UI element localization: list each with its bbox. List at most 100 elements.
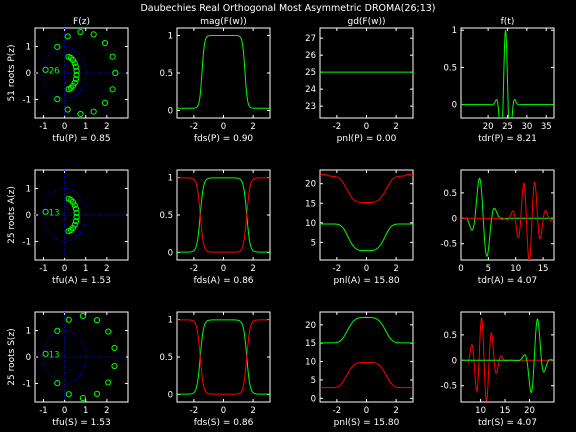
root-marker — [73, 72, 80, 79]
y-tick-label: -0.5 — [440, 382, 457, 392]
root-marker — [112, 69, 119, 77]
x-tick-label: -2 — [333, 406, 341, 416]
y-tick-label: 1 — [26, 43, 31, 53]
root-marker — [77, 110, 84, 118]
y-tick-label: 0.5 — [159, 211, 173, 221]
x-tick-label: 2 — [104, 122, 109, 132]
root-marker — [71, 60, 78, 67]
series-line-high — [177, 319, 270, 395]
plot-area — [35, 170, 128, 260]
subplot-2-0: -1 0 1 2 -1 0 1 tfu(S) = 1.53 13 — [23, 311, 129, 428]
y-tick-label: 0.5 — [443, 331, 457, 341]
x-axis-label: pnl(P) = 0.00 — [337, 134, 397, 144]
plot-area — [461, 177, 554, 260]
plot-area — [320, 173, 413, 252]
root-marker — [54, 43, 61, 50]
series-line-gd-low — [320, 361, 413, 389]
row-label: 51 roots P(z) — [7, 44, 17, 101]
y-tick-label: 0.5 — [159, 69, 173, 79]
series-line-low — [177, 177, 270, 253]
y-tick-label: 0 — [26, 211, 31, 221]
subplot-0-1: -2 0 2 0 0.5 1 fds(P) = 0.90 — [159, 27, 271, 144]
x-tick-label: 2 — [250, 122, 255, 132]
x-axis-label: fds(S) = 0.86 — [194, 418, 254, 428]
column-title: mag(F(w)) — [200, 17, 247, 27]
root-marker — [73, 67, 80, 74]
x-tick-label: 0 — [221, 122, 226, 132]
series-line-mag — [177, 35, 270, 109]
x-tick-label: 0 — [364, 264, 369, 274]
root-marker — [42, 66, 49, 73]
y-tick-label: 15 — [305, 199, 316, 209]
x-tick-label: 0 — [62, 406, 67, 416]
subplot-0-3: 20 25 30 35 0 0.5 1 tdr(P) = 8.21 — [443, 26, 555, 144]
x-tick-label: 0 — [62, 122, 67, 132]
root-marker — [65, 316, 72, 323]
x-axis-label: tfu(A) = 1.53 — [52, 276, 111, 286]
column-titles: F(z) mag(F(w)) gd(F(w)) f(t) — [73, 17, 514, 27]
x-tick-label: 35 — [541, 122, 552, 132]
root-marker — [101, 39, 109, 47]
root-marker — [64, 106, 71, 113]
x-axis-label: fds(A) = 0.86 — [193, 276, 253, 286]
x-tick-label: 0 — [458, 264, 463, 274]
y-tick-label: 10 — [305, 219, 316, 229]
y-tick-label: 0 — [452, 356, 457, 366]
y-tick-label: 27 — [305, 34, 316, 44]
y-tick-label: 15 — [305, 339, 316, 349]
series-line-fg — [461, 318, 554, 394]
x-tick-label: 2 — [393, 406, 398, 416]
y-tick-label: -0.5 — [440, 240, 457, 250]
column-title: gd(F(w)) — [347, 17, 385, 27]
x-tick-label: 1 — [83, 406, 88, 416]
x-tick-label: 1 — [83, 264, 88, 274]
series-line-fg — [461, 177, 554, 257]
root-marker — [65, 391, 72, 398]
figure-title: Daubechies Real Orthogonal Most Asymmetr… — [140, 3, 435, 14]
multiplicity-label: 26 — [49, 66, 60, 76]
series-line-gd-high — [320, 317, 413, 344]
x-tick-label: 1 — [83, 122, 88, 132]
x-axis-label: tfu(P) = 0.85 — [52, 134, 110, 144]
y-tick-label: 5 — [311, 376, 316, 386]
plot-area — [177, 177, 270, 253]
x-tick-label: -2 — [190, 122, 198, 132]
root-marker — [109, 86, 116, 93]
root-marker — [65, 53, 72, 60]
x-tick-label: -2 — [190, 264, 198, 274]
y-tick-label: 0 — [26, 69, 31, 79]
root-marker — [79, 312, 87, 320]
root-marker — [101, 99, 109, 107]
root-marker — [71, 221, 78, 228]
multiplicity-label: 13 — [49, 208, 60, 218]
root-marker — [42, 208, 49, 215]
y-tick-label: 20 — [305, 321, 316, 331]
x-axis-label: tdr(P) = 8.21 — [478, 134, 537, 144]
y-tick-label: 0 — [452, 101, 457, 111]
x-tick-label: 15 — [538, 264, 549, 274]
x-tick-label: 0 — [221, 264, 226, 274]
y-tick-label: 24 — [305, 85, 316, 95]
root-marker — [73, 209, 80, 216]
x-axis-label: fds(P) = 0.90 — [194, 134, 254, 144]
plot-area — [35, 28, 128, 118]
x-tick-label: 30 — [521, 122, 532, 132]
root-marker — [54, 380, 61, 387]
x-axis-label: pnl(A) = 15.80 — [333, 276, 399, 286]
root-marker — [71, 202, 78, 209]
y-tick-label: 0 — [311, 394, 316, 404]
y-tick-label: 23 — [305, 102, 316, 112]
x-axis-label: tdr(A) = 4.07 — [478, 276, 537, 286]
subplot-1-1: -2 0 2 0 0.5 1 fds(A) = 0.86 — [159, 169, 271, 286]
x-tick-label: 2 — [250, 406, 255, 416]
x-tick-label: 20 — [483, 122, 494, 132]
subplot-2-3: 10 15 20 -0.5 0 0.5 tdr(S) = 4.07 — [440, 311, 555, 428]
x-tick-label: 2 — [250, 264, 255, 274]
root-marker — [71, 79, 78, 86]
y-tick-label: -1 — [23, 379, 31, 389]
root-marker — [72, 205, 80, 212]
x-tick-label: 5 — [486, 264, 491, 274]
root-marker — [111, 344, 118, 352]
